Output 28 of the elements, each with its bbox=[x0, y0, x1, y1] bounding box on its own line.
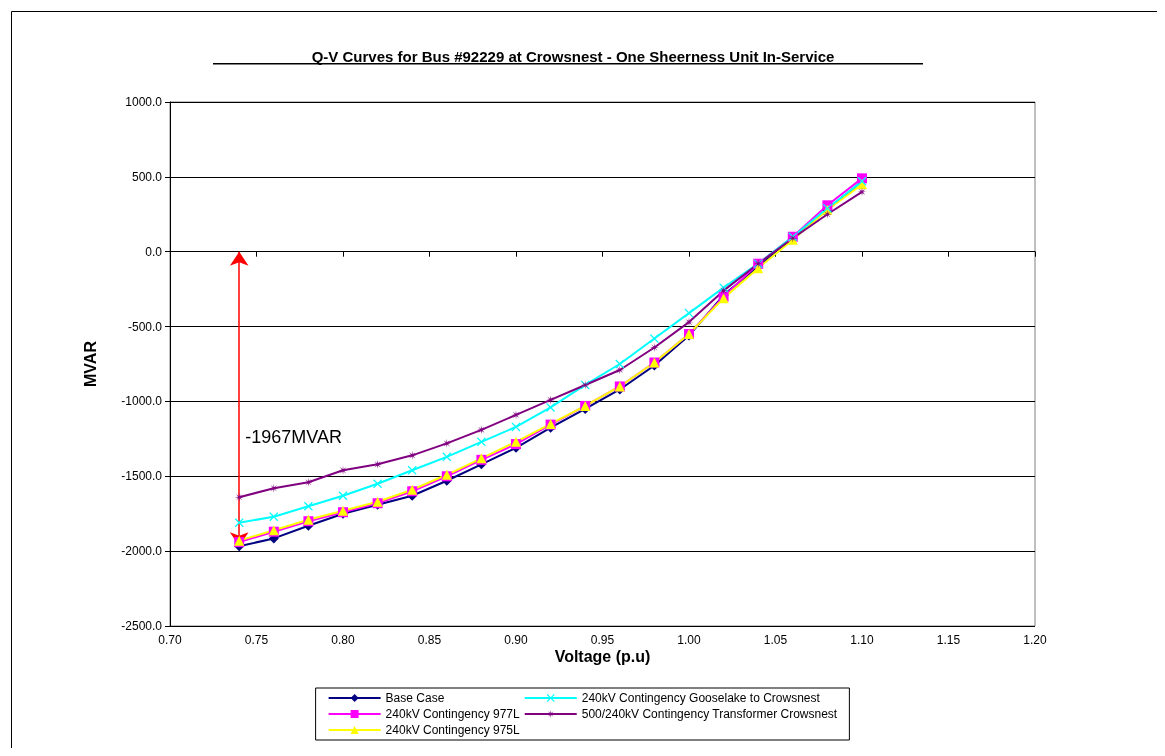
chart-title: Q-V Curves for Bus #92229 at Crowsnest - One Sheerness Unit In-Service bbox=[311, 48, 835, 65]
x-tick-label: 0.80 bbox=[331, 633, 355, 647]
x-tick-label: 0.85 bbox=[417, 633, 442, 647]
y-tick-label: -2500.0 bbox=[121, 619, 163, 633]
legend-label: 240kV Contingency 975L bbox=[385, 723, 521, 737]
legend-label: 500/240kV Contingency Transformer Crowsnest bbox=[581, 707, 838, 721]
legend-label: Base Case bbox=[385, 691, 445, 705]
x-tick-label: 0.75 bbox=[244, 633, 269, 647]
legend-label: 240kV Contingency Gooselake to Crowsnest bbox=[581, 691, 821, 705]
annotation: -1967MVAR bbox=[245, 427, 342, 448]
x-tick-label: 1.10 bbox=[850, 633, 874, 647]
x-axis-title: Voltage (p.u) bbox=[554, 647, 651, 665]
y-tick-label: -2000.0 bbox=[121, 544, 163, 559]
y-tick-label: 1000.0 bbox=[125, 95, 163, 109]
y-axis-title: MVAR bbox=[81, 340, 99, 387]
x-tick-label: 1.15 bbox=[936, 633, 961, 647]
x-tick-label: 0.70 bbox=[158, 633, 182, 647]
x-tick-label: 0.95 bbox=[590, 633, 615, 647]
y-tick-label: -1500.0 bbox=[121, 469, 163, 484]
y-tick-label: 0.0 bbox=[145, 244, 163, 259]
legend-label: 240kV Contingency 977L bbox=[385, 707, 521, 721]
y-tick-label: -500.0 bbox=[127, 319, 163, 334]
y-tick-label: -1000.0 bbox=[121, 394, 163, 409]
x-tick-label: 1.20 bbox=[1023, 633, 1047, 647]
x-tick-label: 1.00 bbox=[677, 633, 701, 647]
x-tick-label: 0.90 bbox=[504, 633, 528, 647]
x-tick-label: 1.05 bbox=[763, 633, 788, 647]
y-tick-label: 500.0 bbox=[131, 169, 163, 184]
